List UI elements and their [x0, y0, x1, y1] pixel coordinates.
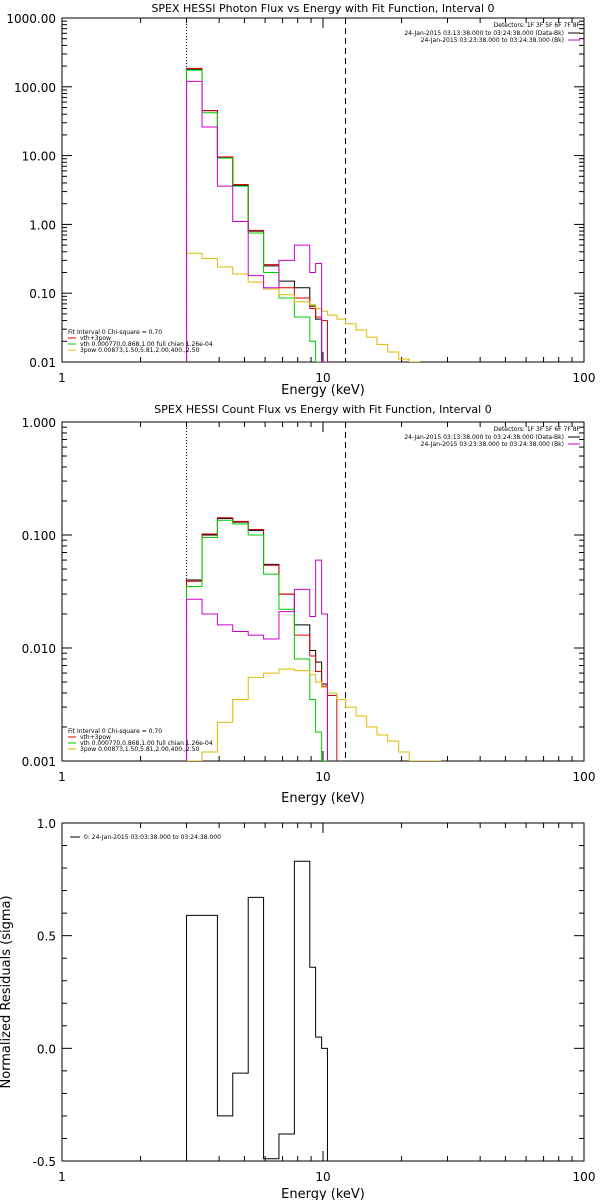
- plot-frame: [61, 17, 585, 363]
- chart-title: SPEX HESSI Count Flux vs Energy with Fit…: [154, 403, 491, 416]
- detectors-label: Detectors: 1F 3F 5F 6F 7F 8F: [494, 22, 581, 29]
- y-tick-label: 100.00: [14, 81, 56, 95]
- fit-summary-label: Fit Interval 0 Chi-square = 0.70: [68, 329, 162, 336]
- chart-panel-2: SPEX HESSI Count Flux vs Energy with Fit…: [22, 403, 596, 806]
- x-tick-label: 1: [58, 371, 66, 385]
- series-line-bk: [186, 80, 328, 362]
- series-line-vth-3pow: [186, 67, 328, 362]
- y-tick-label: 0.01: [29, 356, 56, 370]
- x-tick-label: 1: [58, 1170, 66, 1184]
- series-line-vth: [186, 519, 328, 761]
- series-line-residuals: [186, 860, 328, 1161]
- legend-entry-label: 3pow 0.00873,1.50,5.81,2.00,400.,2.50: [80, 347, 199, 354]
- legend-entry-label: 24-Jan-2015 03:23:38.000 to 03:24:38.000…: [421, 37, 564, 44]
- chart-title: SPEX HESSI Photon Flux vs Energy with Fi…: [151, 2, 494, 15]
- legend-entry-label: 24-Jan-2015 03:13:38.000 to 03:24:38.000…: [404, 30, 564, 37]
- legend-entry-label: 3pow 0.00873,1.50,5.81,2.00,400.,2.50: [80, 746, 199, 753]
- plot-frame: [61, 822, 585, 1162]
- y-tick-label: 1.0: [37, 817, 56, 831]
- y-tick-label: 1.000: [22, 416, 56, 430]
- y-tick-label: 0.100: [22, 529, 56, 543]
- y-tick-label: 0.5: [37, 930, 56, 944]
- series-line-data-bk: [186, 517, 328, 761]
- legend-entry-label: 0: 24-Jan-2015 03:03:38.000 to 03:24:38.…: [84, 834, 221, 841]
- y-tick-label: 1.00: [29, 218, 56, 232]
- x-tick-label: 100: [573, 371, 596, 385]
- x-tick-label: 10: [315, 1170, 330, 1184]
- chart-panel-1: SPEX HESSI Photon Flux vs Energy with Fi…: [6, 2, 595, 398]
- x-tick-label: 10: [315, 371, 330, 385]
- legend-entry-label: vth 0.000770,0.868,1.00 full chian 1.26e…: [80, 740, 213, 747]
- x-tick-label: 1: [58, 770, 66, 784]
- x-tick-label: 10: [315, 770, 330, 784]
- y-tick-label: 10.00: [22, 150, 56, 164]
- plot-frame: [61, 421, 585, 762]
- legend-entry-label: vth+3pow: [80, 734, 111, 741]
- x-axis-label: Energy (keV): [281, 383, 365, 398]
- series-line-vth-3pow: [186, 517, 338, 761]
- y-tick-label: 0.001: [22, 755, 56, 769]
- x-axis-label: Energy (keV): [281, 1187, 365, 1200]
- chart-panel-3: 1 10 100 -0.5 0.0 0.5 1.0 Energy (keV) Normalize…: [0, 817, 595, 1200]
- y-tick-label: 0.0: [37, 1042, 56, 1056]
- legend-entry-label: vth+3pow: [80, 335, 111, 342]
- legend-entry-label: 24-Jan-2015 03:13:38.000 to 03:24:38.000…: [404, 434, 564, 441]
- y-tick-label: 0.010: [22, 642, 56, 656]
- series-line-3pow: [186, 252, 420, 362]
- series-line-vth: [186, 69, 322, 362]
- x-axis-label: Energy (keV): [281, 791, 365, 806]
- legend-entry-label: 24-Jan-2015 03:23:38.000 to 03:24:38.000…: [421, 441, 564, 448]
- series-line-bk: [186, 559, 328, 761]
- series-line-3pow: [186, 668, 441, 761]
- fit-summary-label: Fit Interval 0 Chi-square = 0.70: [68, 728, 162, 735]
- y-tick-label: -0.5: [33, 1155, 56, 1169]
- detectors-label: Detectors: 1F 3F 5F 6F 7F 8F: [494, 426, 581, 433]
- y-axis-label: Normalized Residuals (sigma): [0, 895, 14, 1088]
- x-tick-label: 100: [573, 1170, 596, 1184]
- x-tick-label: 100: [573, 770, 596, 784]
- y-tick-label: 1000.00: [6, 12, 56, 26]
- legend-entry-label: vth 0.000770,0.868,1.00 full chian 1.26e…: [80, 341, 213, 348]
- y-tick-label: 0.10: [29, 287, 56, 301]
